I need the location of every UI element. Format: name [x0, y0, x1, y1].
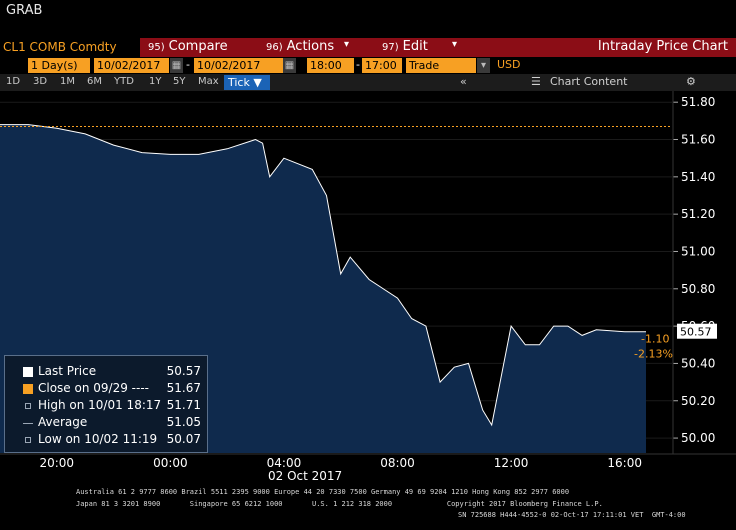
actions-num: 96) [266, 42, 283, 53]
edit-num: 97) [382, 42, 399, 53]
window-title-bar: GRAB [0, 0, 736, 22]
y-tick-label: 50.20 [681, 394, 715, 408]
compare-menu[interactable]: 95) Compare [140, 38, 252, 57]
legend-value: 51.71 [166, 398, 201, 412]
legend-value: 51.67 [166, 381, 201, 395]
compare-num: 95) [148, 42, 165, 53]
end-date-field[interactable]: 10/02/2017 [194, 58, 283, 73]
security-ticker[interactable]: CL1 COMB Comdty [0, 38, 140, 57]
range-1d[interactable]: 1D [6, 76, 21, 87]
range-6m[interactable]: 6M [87, 76, 102, 87]
legend-low[interactable]: Low on 10/02 11:19 50.07 [19, 432, 207, 448]
legend-value: 50.07 [166, 432, 201, 446]
footer-contacts: Australia 61 2 9777 8600 Brazil 5511 239… [0, 483, 736, 530]
edit-label: Edit [402, 39, 428, 54]
legend-last-price[interactable]: Last Price 50.57 [19, 364, 207, 380]
actions-label: Actions [286, 39, 335, 54]
end-time-field[interactable]: 17:00 [362, 58, 402, 73]
edit-dropdown-icon: ▾ [451, 39, 457, 50]
market-field[interactable]: Trade [406, 58, 476, 73]
x-tick-label: 08:00 [380, 456, 415, 470]
date-separator: - [186, 58, 190, 71]
range-ytd[interactable]: YTD [114, 76, 134, 87]
range-1y[interactable]: 1Y [149, 76, 162, 87]
change-pct-tag: -2.13% [634, 348, 673, 361]
legend-label: Close on 09/29 ---- [38, 381, 149, 395]
range-3d[interactable]: 3D [33, 76, 48, 87]
y-tick-label: 51.00 [681, 244, 715, 258]
start-calendar-icon[interactable]: ▦ [170, 58, 183, 73]
legend-prev-close[interactable]: Close on 09/29 ---- 51.67 [19, 381, 207, 397]
period-value: 1 [31, 59, 38, 72]
tick-mode-label: Tick [228, 76, 250, 89]
x-tick-label: 20:00 [39, 456, 74, 470]
compare-label: Compare [168, 39, 228, 54]
date-range-bar: 1 Day(s) 10/02/2017 ▦ - 10/02/2017 ▦ 18:… [0, 57, 736, 74]
y-tick-label: 50.40 [681, 356, 715, 370]
y-tick-label: 50.00 [681, 431, 715, 445]
y-tick-label: 51.80 [681, 95, 715, 109]
high-marker-icon [25, 403, 31, 409]
legend-label: Last Price [38, 364, 97, 378]
x-axis: 20:00 00:00 04:00 08:00 12:00 16:00 [39, 456, 641, 470]
last-price-tag-bg [677, 323, 717, 339]
command-bar: CL1 COMB Comdty 95) Compare 96) Actions ▾ … [0, 38, 736, 57]
start-time-field[interactable]: 18:00 [307, 58, 354, 73]
actions-dropdown-icon: ▾ [343, 39, 349, 50]
y-tick-label: 50.80 [681, 282, 715, 296]
function-title: Intraday Price Chart [462, 38, 736, 57]
currency-label[interactable]: USD [497, 58, 521, 71]
footer-line-3: SN 725688 H444-4552-0 02-Oct-17 17:11:01… [458, 511, 686, 519]
x-tick-label: 12:00 [494, 456, 529, 470]
chart-legend: Last Price 50.57 Close on 09/29 ---- 51.… [4, 355, 208, 453]
footer-line-1: Australia 61 2 9777 8600 Brazil 5511 239… [76, 488, 570, 496]
footer-line-2: Japan 81 3 3201 8900 Singapore 65 6212 1… [76, 500, 603, 508]
price-line [0, 124, 646, 427]
range-1m[interactable]: 1M [60, 76, 75, 87]
average-line-icon [23, 423, 33, 424]
end-calendar-icon[interactable]: ▦ [283, 58, 296, 73]
y-tick-label: 51.40 [681, 170, 715, 184]
y-axis: 51.8051.6051.4051.2051.0050.8050.6050.40… [673, 95, 715, 445]
x-tick-label: 00:00 [153, 456, 188, 470]
collapse-left-icon[interactable]: « [460, 75, 467, 88]
tick-dropdown-icon: ▼ [253, 76, 262, 89]
y-tick-label: 51.60 [681, 133, 715, 147]
legend-average[interactable]: Average 51.05 [19, 415, 207, 431]
range-bar: 1D 3D 1M 6M YTD 1Y 5Y Max Tick ▼ « ☰ Cha… [0, 74, 736, 91]
x-tick-label: 16:00 [607, 456, 642, 470]
range-5y[interactable]: 5Y [173, 76, 186, 87]
market-dropdown-icon[interactable]: ▾ [477, 58, 490, 73]
legend-label: High on 10/01 18:17 [38, 398, 162, 412]
time-separator: - [356, 58, 360, 71]
tick-mode-dropdown[interactable]: Tick ▼ [224, 75, 270, 90]
actions-menu[interactable]: 96) Actions ▾ [252, 38, 354, 57]
legend-high[interactable]: High on 10/01 18:17 51.71 [19, 398, 207, 414]
prev-close-swatch [23, 384, 33, 394]
chart-content-icon[interactable]: ☰ [531, 75, 541, 88]
period-field[interactable]: 1 Day(s) [28, 58, 90, 73]
y-tick-label: 51.20 [681, 207, 715, 221]
x-date-label: 02 Oct 2017 [268, 469, 342, 483]
change-tag: -1.10 [641, 333, 669, 346]
legend-value: 50.57 [166, 364, 201, 378]
low-marker-icon [25, 437, 31, 443]
last-price-tag: 50.57 [680, 326, 712, 339]
settings-gear-icon[interactable]: ⚙ [686, 75, 696, 88]
start-date-field[interactable]: 10/02/2017 [94, 58, 169, 73]
legend-value: 51.05 [166, 415, 201, 429]
legend-label: Average [38, 415, 88, 429]
edit-menu[interactable]: 97) Edit ▾ [354, 38, 462, 57]
last-price-swatch [23, 367, 33, 377]
chart-content-button[interactable]: Chart Content [550, 75, 628, 88]
window-title: GRAB [6, 3, 43, 18]
x-tick-label: 04:00 [267, 456, 302, 470]
period-unit: Day(s) [41, 59, 78, 72]
legend-label: Low on 10/02 11:19 [38, 432, 158, 446]
range-max[interactable]: Max [198, 76, 219, 87]
